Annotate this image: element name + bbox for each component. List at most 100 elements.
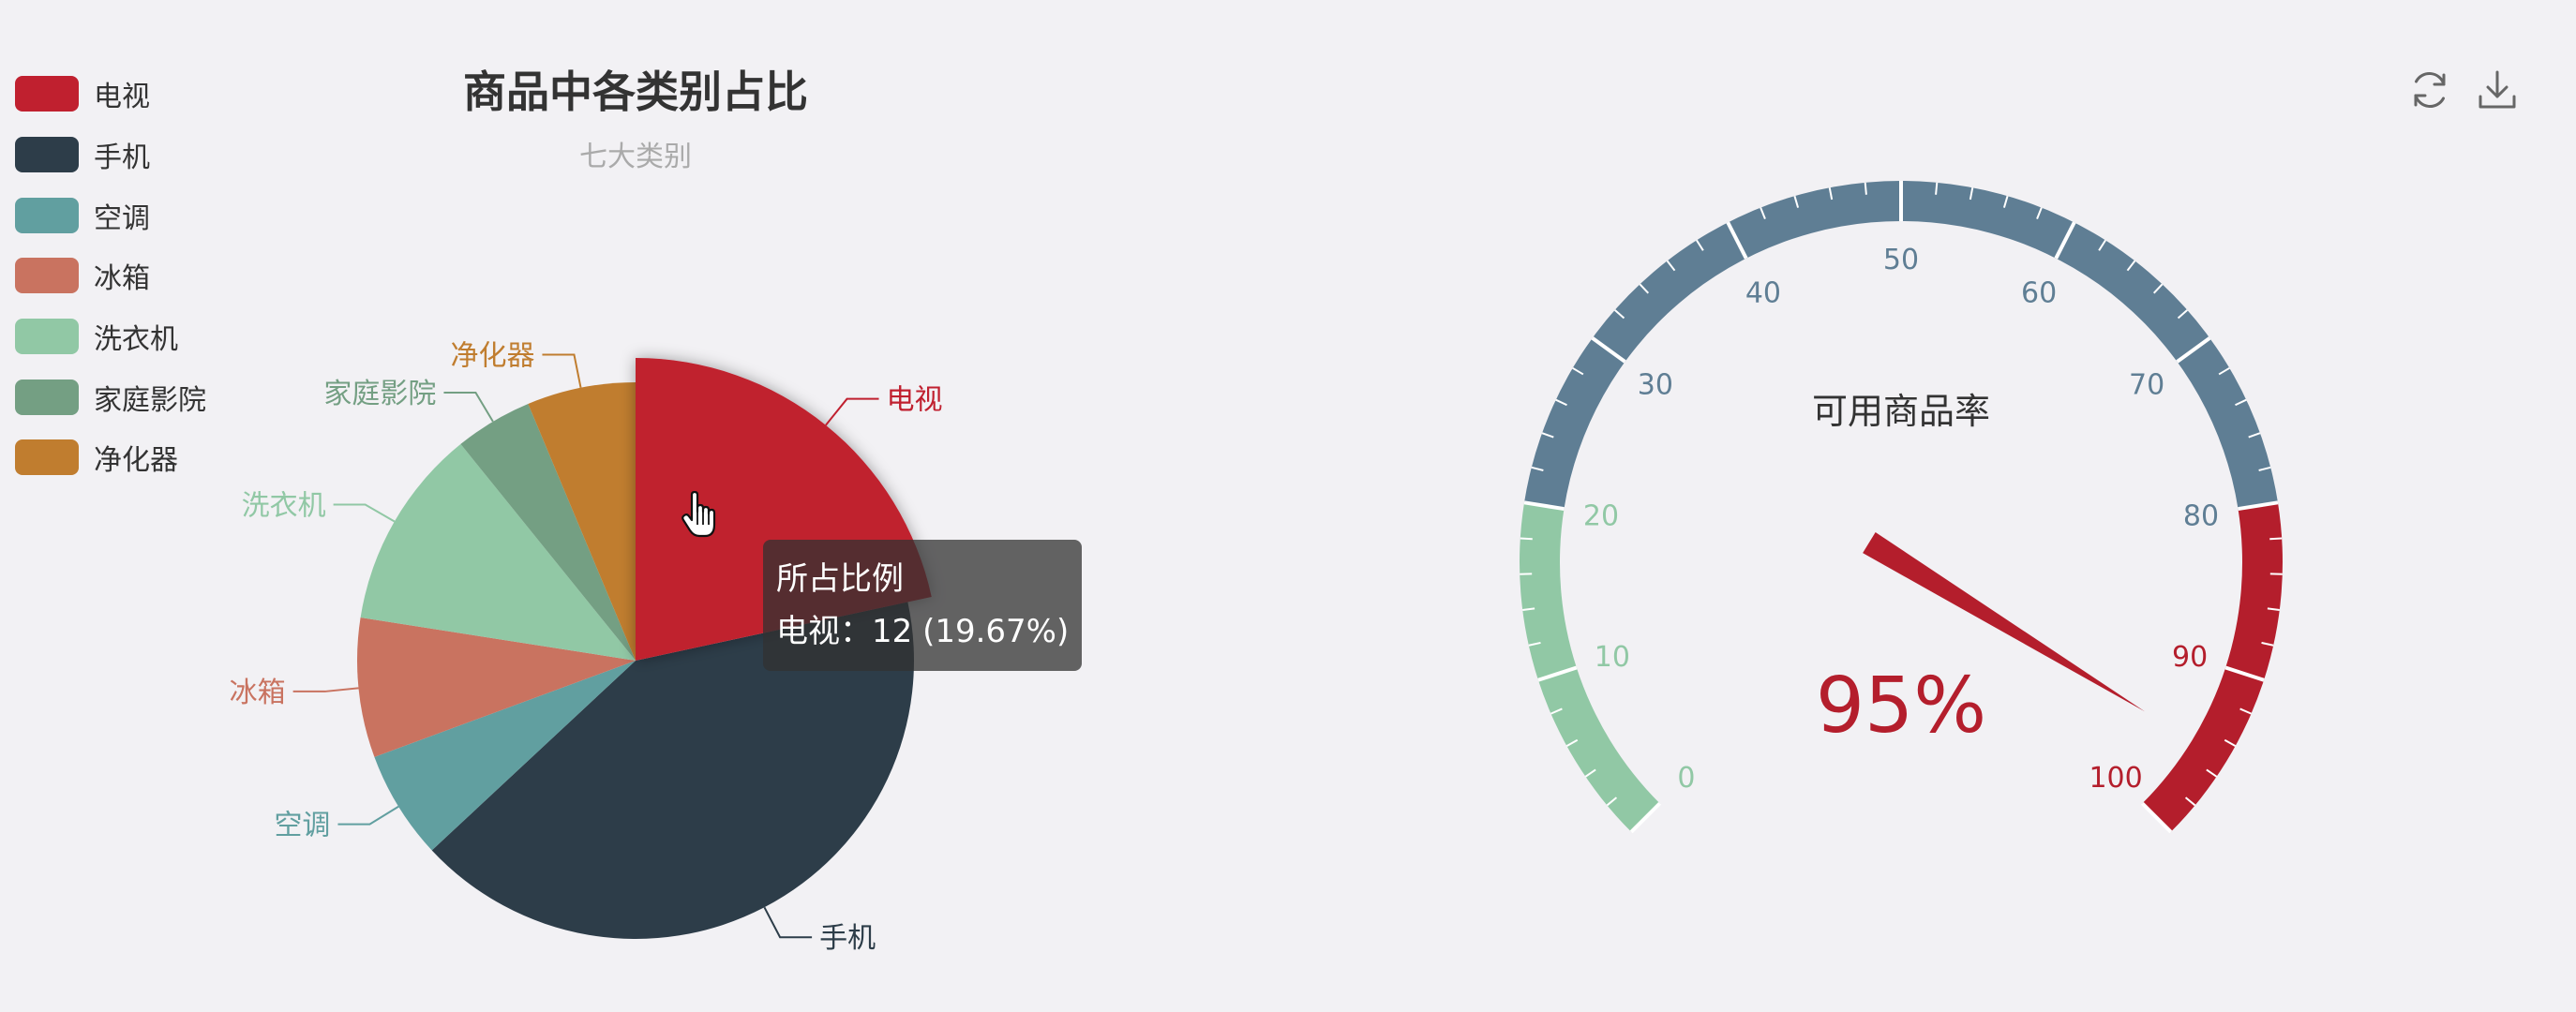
gauge-tick [1864, 182, 1867, 195]
gauge-tick [1696, 239, 1704, 251]
gauge-tick [1528, 641, 1541, 647]
chart-toolbox [2405, 66, 2522, 114]
gauge-tick [1828, 187, 1834, 201]
gauge-tick [1572, 366, 1584, 376]
legend-label: 空调 [94, 201, 150, 235]
gauge-tick-label: 80 [2183, 499, 2219, 532]
gauge-tick [1666, 260, 1676, 272]
gauge-tick-label: 60 [2021, 276, 2057, 309]
pie-subtitle: 七大类别 [579, 141, 692, 173]
gauge-split-line [1591, 336, 1626, 364]
legend-item[interactable]: 净化器 [15, 427, 206, 488]
gauge-tick [1969, 187, 1974, 201]
tooltip-title: 所占比例 [776, 560, 904, 598]
gauge-tick-label: 70 [2129, 369, 2164, 402]
gauge-tick [2152, 283, 2164, 294]
legend-item[interactable]: 手机 [15, 125, 206, 186]
gauge-tick [1555, 398, 1567, 407]
gauge-tick [1935, 182, 1939, 195]
legend-item[interactable]: 洗衣机 [15, 306, 206, 367]
legend-swatch [15, 76, 79, 112]
gauge-split-line [2176, 336, 2211, 364]
gauge-tick [1522, 607, 1535, 612]
pie-slice[interactable] [528, 382, 636, 661]
pie-label: 冰箱 [230, 677, 286, 709]
gauge-tick [2258, 466, 2271, 471]
gauge-band [1524, 180, 2278, 510]
pie-label-line [542, 353, 582, 389]
pie-label-line [337, 805, 399, 826]
gauge-tick [2206, 768, 2218, 778]
gauge-tick [2248, 432, 2261, 439]
pie-tooltip: 所占比例 电视：12 (19.67%) [763, 540, 1082, 671]
legend-item[interactable]: 电视 [15, 64, 206, 125]
gauge-tick [1793, 195, 1800, 208]
hand-cursor-icon [681, 491, 716, 538]
gauge-tick-label: 0 [1677, 762, 1695, 795]
gauge-title: 可用商品率 [1811, 391, 1991, 432]
legend-swatch [15, 197, 79, 233]
pie-label: 电视 [887, 384, 943, 417]
gauge-split-line [2054, 221, 2076, 260]
download-icon [2479, 70, 2516, 109]
gauge-tick-label: 30 [1638, 369, 1673, 402]
gauge-tick [2235, 398, 2247, 407]
pie-label: 净化器 [450, 340, 534, 373]
pie-slice[interactable] [374, 661, 636, 851]
pie-label: 家庭影院 [323, 378, 436, 410]
gauge-tick [1606, 796, 1618, 807]
pie-label: 洗衣机 [242, 490, 326, 523]
pie-slice[interactable] [357, 617, 636, 757]
gauge-tick [1565, 738, 1579, 747]
tooltip-line: 电视：12 (19.67%) [776, 613, 1070, 650]
pie-title: 商品中各类别占比 [463, 67, 808, 117]
gauge-tick-label: 40 [1745, 276, 1781, 309]
gauge-split-line [1523, 500, 1565, 512]
pie-label-line [292, 687, 359, 692]
gauge-tick-label: 100 [2089, 762, 2142, 795]
legend-label: 家庭影院 [94, 383, 206, 417]
gauge-tick [1541, 432, 1554, 439]
gauge-tick [2126, 260, 2136, 272]
pie-slice[interactable] [460, 404, 636, 661]
gauge-split-line [1629, 801, 1662, 834]
gauge-tick [2269, 537, 2283, 541]
legend-swatch [15, 258, 79, 294]
legend-label: 净化器 [94, 444, 178, 478]
gauge-tick [2177, 309, 2188, 320]
legend-label: 冰箱 [94, 262, 150, 296]
gauge-tick [2036, 207, 2043, 220]
gauge-split-line [1537, 665, 1578, 682]
gauge-tick [2218, 366, 2230, 376]
legend-item[interactable]: 空调 [15, 185, 206, 246]
pie-label: 手机 [819, 922, 876, 955]
gauge-split-line [2238, 500, 2279, 512]
pie-legend: 电视手机空调冰箱洗衣机家庭影院净化器 [15, 64, 206, 488]
pie-label-line [825, 397, 879, 426]
refresh-button[interactable] [2405, 66, 2454, 114]
gauge-tick-label: 50 [1883, 244, 1919, 276]
gauge-tick [2239, 707, 2252, 715]
legend-item[interactable]: 家庭影院 [15, 366, 206, 427]
gauge-split-line [2140, 801, 2173, 834]
pie-slice[interactable] [431, 602, 915, 940]
save-image-button[interactable] [2473, 66, 2522, 114]
legend-label: 电视 [94, 81, 150, 114]
refresh-icon [2414, 72, 2446, 108]
legend-item[interactable]: 冰箱 [15, 246, 206, 306]
legend-swatch [15, 379, 79, 415]
gauge-tick [2098, 239, 2106, 251]
gauge-tick [2002, 195, 2009, 208]
legend-swatch [15, 137, 79, 173]
gauge-value-label: 95% [1815, 662, 1987, 751]
gauge-tick [2261, 641, 2274, 647]
gauge-tick [1531, 466, 1544, 471]
gauge-tick [1520, 537, 1533, 541]
gauge-split-line [1726, 221, 1748, 260]
pie-label-line [443, 391, 494, 423]
pie-slice[interactable] [360, 443, 636, 661]
legend-swatch [15, 439, 79, 476]
gauge-tick-label: 90 [2172, 641, 2208, 674]
